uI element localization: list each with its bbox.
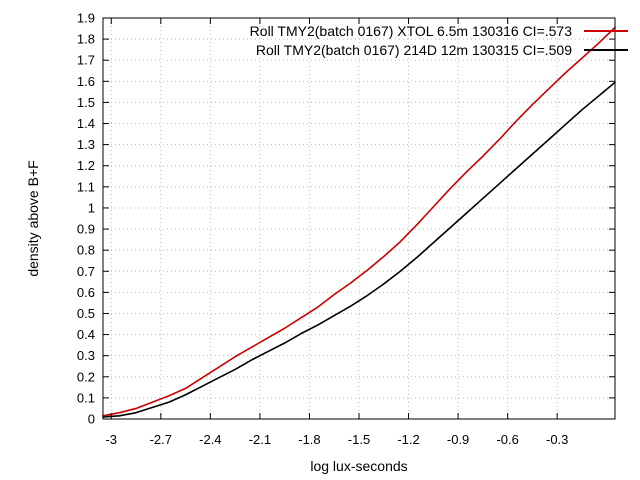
y-tick-label: 0.3 bbox=[77, 348, 95, 363]
y-tick-label: 0.5 bbox=[77, 306, 95, 321]
y-tick-label: 0.7 bbox=[77, 264, 95, 279]
y-tick-label: 1.6 bbox=[77, 74, 95, 89]
y-tick-label: 1.3 bbox=[77, 137, 95, 152]
x-tick-label: -1.8 bbox=[298, 432, 320, 447]
y-tick-label: 0.9 bbox=[77, 222, 95, 237]
x-tick-label: -0.6 bbox=[496, 432, 518, 447]
y-tick-label: 0.6 bbox=[77, 285, 95, 300]
legend: Roll TMY2(batch 0167) XTOL 6.5m 130316 C… bbox=[250, 23, 628, 58]
y-tick-label: 1 bbox=[88, 200, 95, 215]
legend-label-1: Roll TMY2(batch 0167) XTOL 6.5m 130316 C… bbox=[250, 23, 573, 39]
series-line-2 bbox=[102, 81, 616, 418]
y-tick-label: 0.8 bbox=[77, 243, 95, 258]
grid bbox=[103, 18, 615, 419]
x-tick-label: -2.4 bbox=[199, 432, 221, 447]
plot-area bbox=[102, 26, 616, 418]
y-tick-label: 1.9 bbox=[77, 11, 95, 26]
x-axis-label: log lux-seconds bbox=[310, 458, 407, 474]
y-axis-label: density above B+F bbox=[25, 160, 41, 276]
y-tick-label: 1.8 bbox=[77, 32, 95, 47]
x-tick-label: -1.5 bbox=[348, 432, 370, 447]
x-tick-label: -0.9 bbox=[447, 432, 469, 447]
y-tick-label: 0 bbox=[88, 412, 95, 427]
x-tick-label: -0.3 bbox=[546, 432, 568, 447]
y-tick-label: 1.7 bbox=[77, 53, 95, 68]
y-tick-label: 0.4 bbox=[77, 327, 95, 342]
x-tick-label: -3 bbox=[105, 432, 117, 447]
y-tick-label: 1.4 bbox=[77, 116, 95, 131]
x-tick-label: -2.1 bbox=[249, 432, 271, 447]
series-line-1 bbox=[102, 26, 616, 417]
y-tick-label: 1.1 bbox=[77, 179, 95, 194]
axis-ticks: 0 0.1 0.2 0.3 0.4 0.5 0.6 0.7 0.8 0.9 1 1.1 1.2 1.3 1.… bbox=[77, 11, 615, 447]
y-tick-label: 1.2 bbox=[77, 158, 95, 173]
y-tick-label: 1.5 bbox=[77, 95, 95, 110]
y-tick-label: 0.2 bbox=[77, 369, 95, 384]
legend-label-2: Roll TMY2(batch 0167) 214D 12m 130315 CI… bbox=[256, 42, 572, 58]
y-tick-label: 0.1 bbox=[77, 390, 95, 405]
x-tick-label: -1.2 bbox=[397, 432, 419, 447]
x-tick-label: -2.7 bbox=[150, 432, 172, 447]
